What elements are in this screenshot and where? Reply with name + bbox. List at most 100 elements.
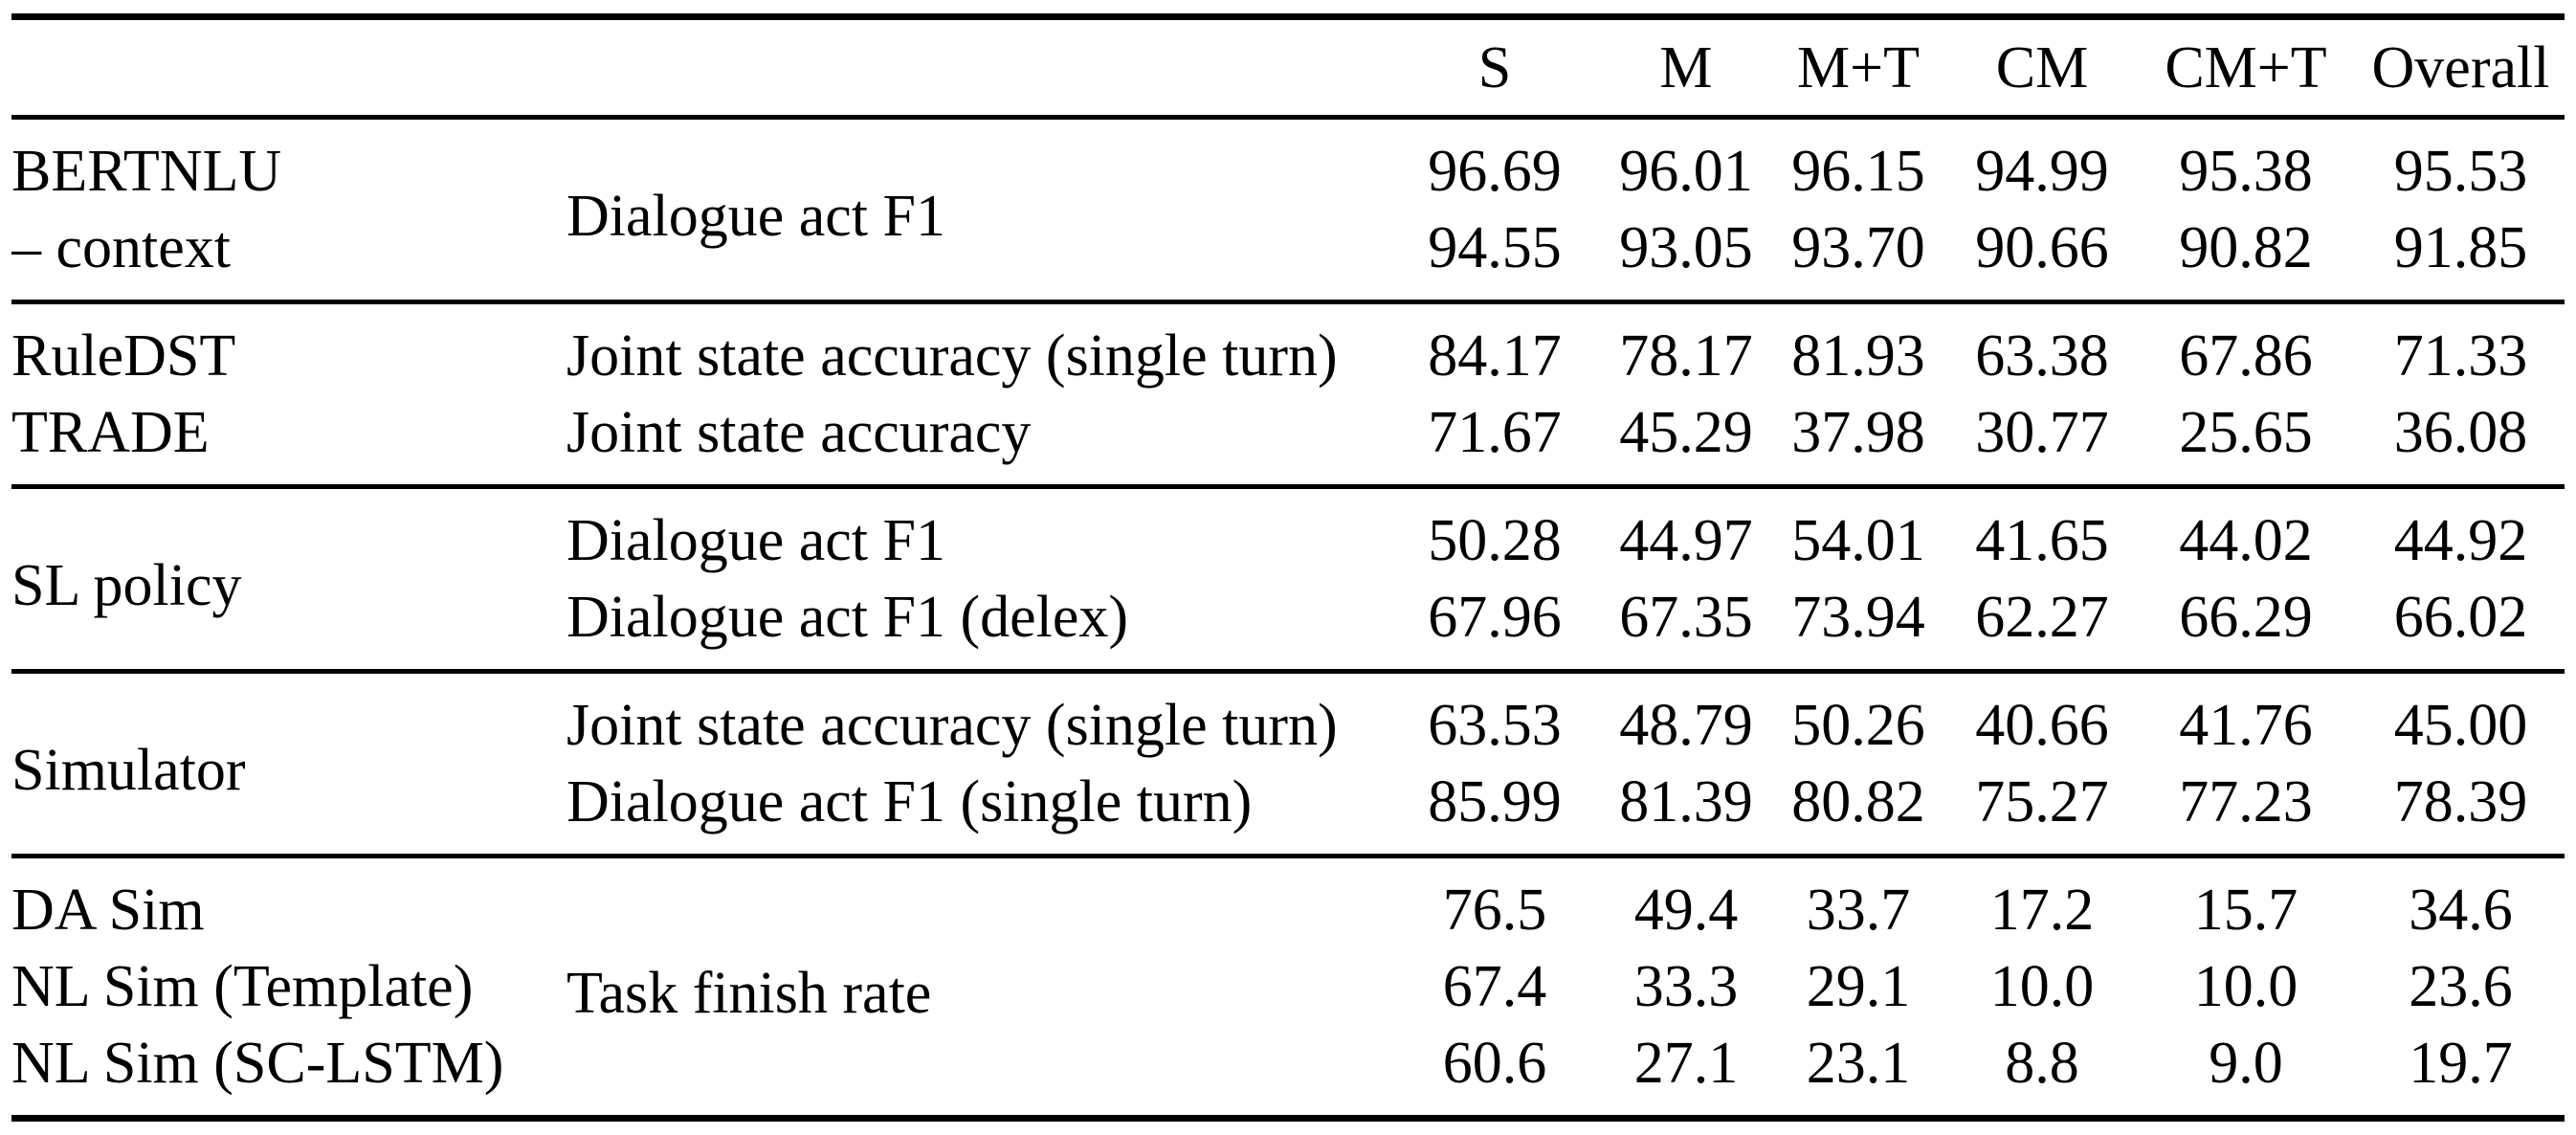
col-header-model	[11, 16, 566, 120]
table-row: NL Sim (SC-LSTM) 60.6 27.1 23.1 8.8 9.0 …	[11, 1025, 2565, 1119]
model-nl-sim-template: NL Sim (Template)	[11, 954, 474, 1019]
value-cell: 54.01	[1767, 484, 1949, 579]
col-header-overall: Overall	[2357, 16, 2565, 120]
value-cell: 63.38	[1949, 300, 2135, 394]
value-cell: 44.92	[2357, 484, 2565, 579]
metric-joint-state-accuracy-single-turn: Joint state accuracy (single turn)	[566, 300, 1385, 394]
col-header-metric	[566, 16, 1385, 120]
value-cell: 23.1	[1806, 1031, 1911, 1096]
value-cell: 63.53	[1385, 669, 1605, 764]
value-cell: 77.23	[2179, 769, 2313, 835]
table-row: Dialogue act F1 (single turn) 85.99 81.3…	[11, 764, 2565, 857]
value-cell: 67.4	[1442, 954, 1547, 1019]
model-bertnlu: BERTNLU	[11, 139, 282, 204]
col-header-m-t: M+T	[1767, 16, 1949, 120]
value-cell: 27.1	[1633, 1031, 1739, 1096]
results-table: S M M+T CM CM+T Overall BERTNLU Dialogue…	[11, 13, 2565, 1122]
metric-dialogue-act-f1: Dialogue act F1	[566, 184, 946, 249]
value-cell: 45.29	[1619, 400, 1753, 465]
table-row: BERTNLU Dialogue act F1 96.69 96.01 96.1…	[11, 118, 2565, 249]
table-row: – context 94.55 93.05 93.70 90.66 90.82 …	[11, 210, 2565, 302]
value-cell: 33.7	[1767, 854, 1949, 948]
value-cell: 78.17	[1605, 300, 1767, 394]
value-cell: 41.76	[2135, 669, 2357, 764]
value-cell: 30.77	[1975, 400, 2109, 465]
col-header-cm: CM	[1949, 16, 2135, 120]
value-cell: 67.96	[1428, 585, 1562, 650]
value-cell: 95.53	[2393, 139, 2528, 204]
value-cell: 19.7	[2409, 1031, 2513, 1096]
metric-joint-state-accuracy-single-turn: Joint state accuracy (single turn)	[566, 669, 1385, 764]
value-cell: 93.70	[1791, 215, 1925, 280]
value-cell: 44.02	[2135, 484, 2357, 579]
value-cell: 95.38	[2179, 139, 2313, 204]
value-cell: 71.67	[1428, 400, 1562, 465]
value-cell: 15.7	[2135, 854, 2357, 948]
value-cell: 94.99	[1975, 139, 2109, 204]
table-row: Simulator Joint state accuracy (single t…	[11, 669, 2565, 857]
metric-joint-state-accuracy: Joint state accuracy	[566, 400, 1032, 465]
value-cell: 34.6	[2357, 854, 2565, 948]
value-cell: 93.05	[1619, 215, 1753, 280]
table-row: RuleDST Joint state accuracy (single tur…	[11, 300, 2565, 394]
value-cell: 85.99	[1428, 769, 1562, 835]
model-da-sim: DA Sim	[11, 854, 566, 948]
table-row: TRADE Joint state accuracy 71.67 45.29 3…	[11, 394, 2565, 487]
value-cell: 50.28	[1385, 484, 1605, 579]
model-nl-sim-sc-lstm: NL Sim (SC-LSTM)	[11, 1031, 504, 1096]
value-cell: 60.6	[1442, 1031, 1547, 1096]
value-cell: 96.15	[1791, 139, 1925, 204]
value-cell: 8.8	[2005, 1031, 2079, 1096]
value-cell: 67.86	[2135, 300, 2357, 394]
value-cell: 10.0	[2193, 954, 2298, 1019]
table-row: NL Sim (Template) 67.4 33.3 29.1 10.0 10…	[11, 948, 2565, 1025]
value-cell: 17.2	[1949, 854, 2135, 948]
metric-dialogue-act-f1: Dialogue act F1	[566, 484, 1385, 579]
value-cell: 45.00	[2357, 669, 2565, 764]
header-row: S M M+T CM CM+T Overall	[11, 16, 2565, 120]
value-cell: 91.85	[2393, 215, 2528, 280]
value-cell: 71.33	[2357, 300, 2565, 394]
value-cell: 90.66	[1975, 215, 2109, 280]
value-cell: 76.5	[1385, 854, 1605, 948]
model-simulator: Simulator	[11, 669, 566, 857]
value-cell: 50.26	[1767, 669, 1949, 764]
value-cell: 37.98	[1791, 400, 1925, 465]
value-cell: 90.82	[2179, 215, 2313, 280]
value-cell: 40.66	[1949, 669, 2135, 764]
value-cell: 41.65	[1949, 484, 2135, 579]
value-cell: 67.35	[1619, 585, 1753, 650]
metric-task-finish-rate: Task finish rate	[566, 854, 1385, 1119]
value-cell: 78.39	[2393, 769, 2528, 835]
results-table-container: S M M+T CM CM+T Overall BERTNLU Dialogue…	[11, 13, 2565, 1122]
value-cell: 44.97	[1605, 484, 1767, 579]
value-cell: 48.79	[1605, 669, 1767, 764]
table-row: Dialogue act F1 (delex) 67.96 67.35 73.9…	[11, 579, 2565, 672]
metric-dialogue-act-f1-single-turn: Dialogue act F1 (single turn)	[566, 769, 1253, 835]
value-cell: 33.3	[1633, 954, 1739, 1019]
value-cell: 96.69	[1428, 139, 1562, 204]
table-row: SL policy Dialogue act F1 50.28 44.97 54…	[11, 484, 2565, 672]
value-cell: 81.93	[1767, 300, 1949, 394]
model-ruledst: RuleDST	[11, 300, 566, 394]
col-header-m: M	[1605, 16, 1767, 120]
value-cell: 96.01	[1619, 139, 1753, 204]
value-cell: 66.02	[2393, 585, 2528, 650]
metric-dialogue-act-f1-delex: Dialogue act F1 (delex)	[566, 585, 1129, 650]
value-cell: 84.17	[1385, 300, 1605, 394]
value-cell: 9.0	[2209, 1031, 2283, 1096]
model-sl-policy: SL policy	[11, 484, 566, 672]
value-cell: 62.27	[1975, 585, 2109, 650]
model-trade: TRADE	[11, 400, 210, 465]
col-header-cm-t: CM+T	[2135, 16, 2357, 120]
value-cell: 81.39	[1619, 769, 1753, 835]
value-cell: 66.29	[2179, 585, 2313, 650]
table-row: DA Sim Task finish rate 76.5 49.4 33.7 1…	[11, 854, 2565, 1119]
col-header-s: S	[1385, 16, 1605, 120]
value-cell: 25.65	[2179, 400, 2313, 465]
value-cell: 49.4	[1605, 854, 1767, 948]
value-cell: 73.94	[1791, 585, 1925, 650]
value-cell: 29.1	[1806, 954, 1911, 1019]
value-cell: 75.27	[1975, 769, 2109, 835]
